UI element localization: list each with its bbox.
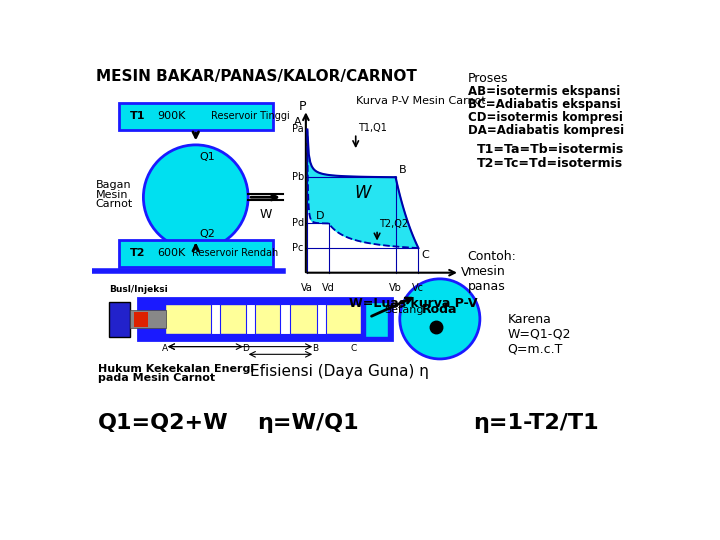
Text: W: W <box>354 184 371 201</box>
Text: D: D <box>315 211 324 221</box>
Text: Vd: Vd <box>323 283 335 293</box>
Text: Vc: Vc <box>413 283 424 293</box>
FancyBboxPatch shape <box>211 304 220 334</box>
Text: T1=Ta=Tb=isotermis: T1=Ta=Tb=isotermis <box>477 143 624 157</box>
Text: B: B <box>399 165 406 175</box>
Text: T1,Q1: T1,Q1 <box>358 123 387 132</box>
Text: V: V <box>462 266 470 279</box>
Text: T2: T2 <box>130 248 145 258</box>
FancyBboxPatch shape <box>317 304 326 334</box>
FancyBboxPatch shape <box>119 240 273 267</box>
Text: Bagan: Bagan <box>96 180 131 190</box>
FancyBboxPatch shape <box>109 302 130 336</box>
Text: T2,Q2: T2,Q2 <box>379 219 408 229</box>
Text: AB=isotermis ekspansi: AB=isotermis ekspansi <box>467 85 620 98</box>
Text: 600K: 600K <box>157 248 186 258</box>
Text: η=W/Q1: η=W/Q1 <box>257 413 359 433</box>
Text: W=Luas kurva P-V: W=Luas kurva P-V <box>348 298 477 310</box>
FancyBboxPatch shape <box>130 310 166 328</box>
Text: Proses: Proses <box>467 72 508 85</box>
Polygon shape <box>307 130 418 248</box>
Text: A: A <box>162 343 168 353</box>
Text: Q1=Q2+W: Q1=Q2+W <box>98 413 228 433</box>
Circle shape <box>143 145 248 249</box>
Circle shape <box>400 279 480 359</box>
FancyBboxPatch shape <box>134 312 148 327</box>
Text: Roda: Roda <box>422 303 458 316</box>
Text: Pc: Pc <box>292 243 303 253</box>
Text: Kurva P-V Mesin Carnot: Kurva P-V Mesin Carnot <box>356 96 485 106</box>
Text: Reservoir Tinggi: Reservoir Tinggi <box>211 111 290 120</box>
Text: A: A <box>294 117 302 127</box>
Text: B: B <box>312 343 318 353</box>
FancyBboxPatch shape <box>165 304 361 334</box>
Text: BC=Adiabatis ekspansi: BC=Adiabatis ekspansi <box>467 98 621 111</box>
Text: Karena
W=Q1-Q2
Q=m.c.T: Karena W=Q1-Q2 Q=m.c.T <box>508 313 571 356</box>
Text: D: D <box>243 343 249 353</box>
Text: MESIN BAKAR/PANAS/KALOR/CARNOT: MESIN BAKAR/PANAS/KALOR/CARNOT <box>96 69 417 84</box>
Text: Busl/Injeksi: Busl/Injeksi <box>109 285 168 294</box>
Text: C: C <box>351 343 356 353</box>
FancyBboxPatch shape <box>246 304 255 334</box>
Text: Q1: Q1 <box>199 152 215 162</box>
Text: η=1-T2/T1: η=1-T2/T1 <box>473 413 598 433</box>
Text: Pa: Pa <box>292 125 304 134</box>
Text: Efisiensi (Daya Guna) η: Efisiensi (Daya Guna) η <box>250 363 428 379</box>
Text: Pd: Pd <box>292 218 304 228</box>
Text: Hukum Kekekalan Energi: Hukum Kekekalan Energi <box>98 363 254 374</box>
FancyBboxPatch shape <box>138 298 392 340</box>
Text: DA=Adiabatis kompresi: DA=Adiabatis kompresi <box>467 124 624 137</box>
FancyBboxPatch shape <box>365 302 388 336</box>
Text: Reservoir Rendah: Reservoir Rendah <box>192 248 278 258</box>
Text: Pb: Pb <box>292 172 305 182</box>
Text: 900K: 900K <box>157 111 186 120</box>
Text: Vb: Vb <box>390 283 402 293</box>
Text: W: W <box>260 208 272 221</box>
Text: P: P <box>299 100 307 113</box>
Text: C: C <box>421 249 429 260</box>
Text: T1: T1 <box>130 111 145 120</box>
FancyBboxPatch shape <box>281 304 289 334</box>
Text: Carnot: Carnot <box>96 199 133 209</box>
Text: Contoh:
mesin
panas: Contoh: mesin panas <box>467 249 516 293</box>
FancyBboxPatch shape <box>119 103 273 130</box>
Text: T2=Tc=Td=isotermis: T2=Tc=Td=isotermis <box>477 157 623 170</box>
Text: Mesin: Mesin <box>96 190 128 200</box>
Text: pada Mesin Carnot: pada Mesin Carnot <box>98 373 215 383</box>
Text: Setang: Setang <box>384 305 424 315</box>
Text: CD=isotermis kompresi: CD=isotermis kompresi <box>467 111 622 124</box>
Text: Va: Va <box>302 283 313 293</box>
Text: Q2: Q2 <box>199 229 215 239</box>
